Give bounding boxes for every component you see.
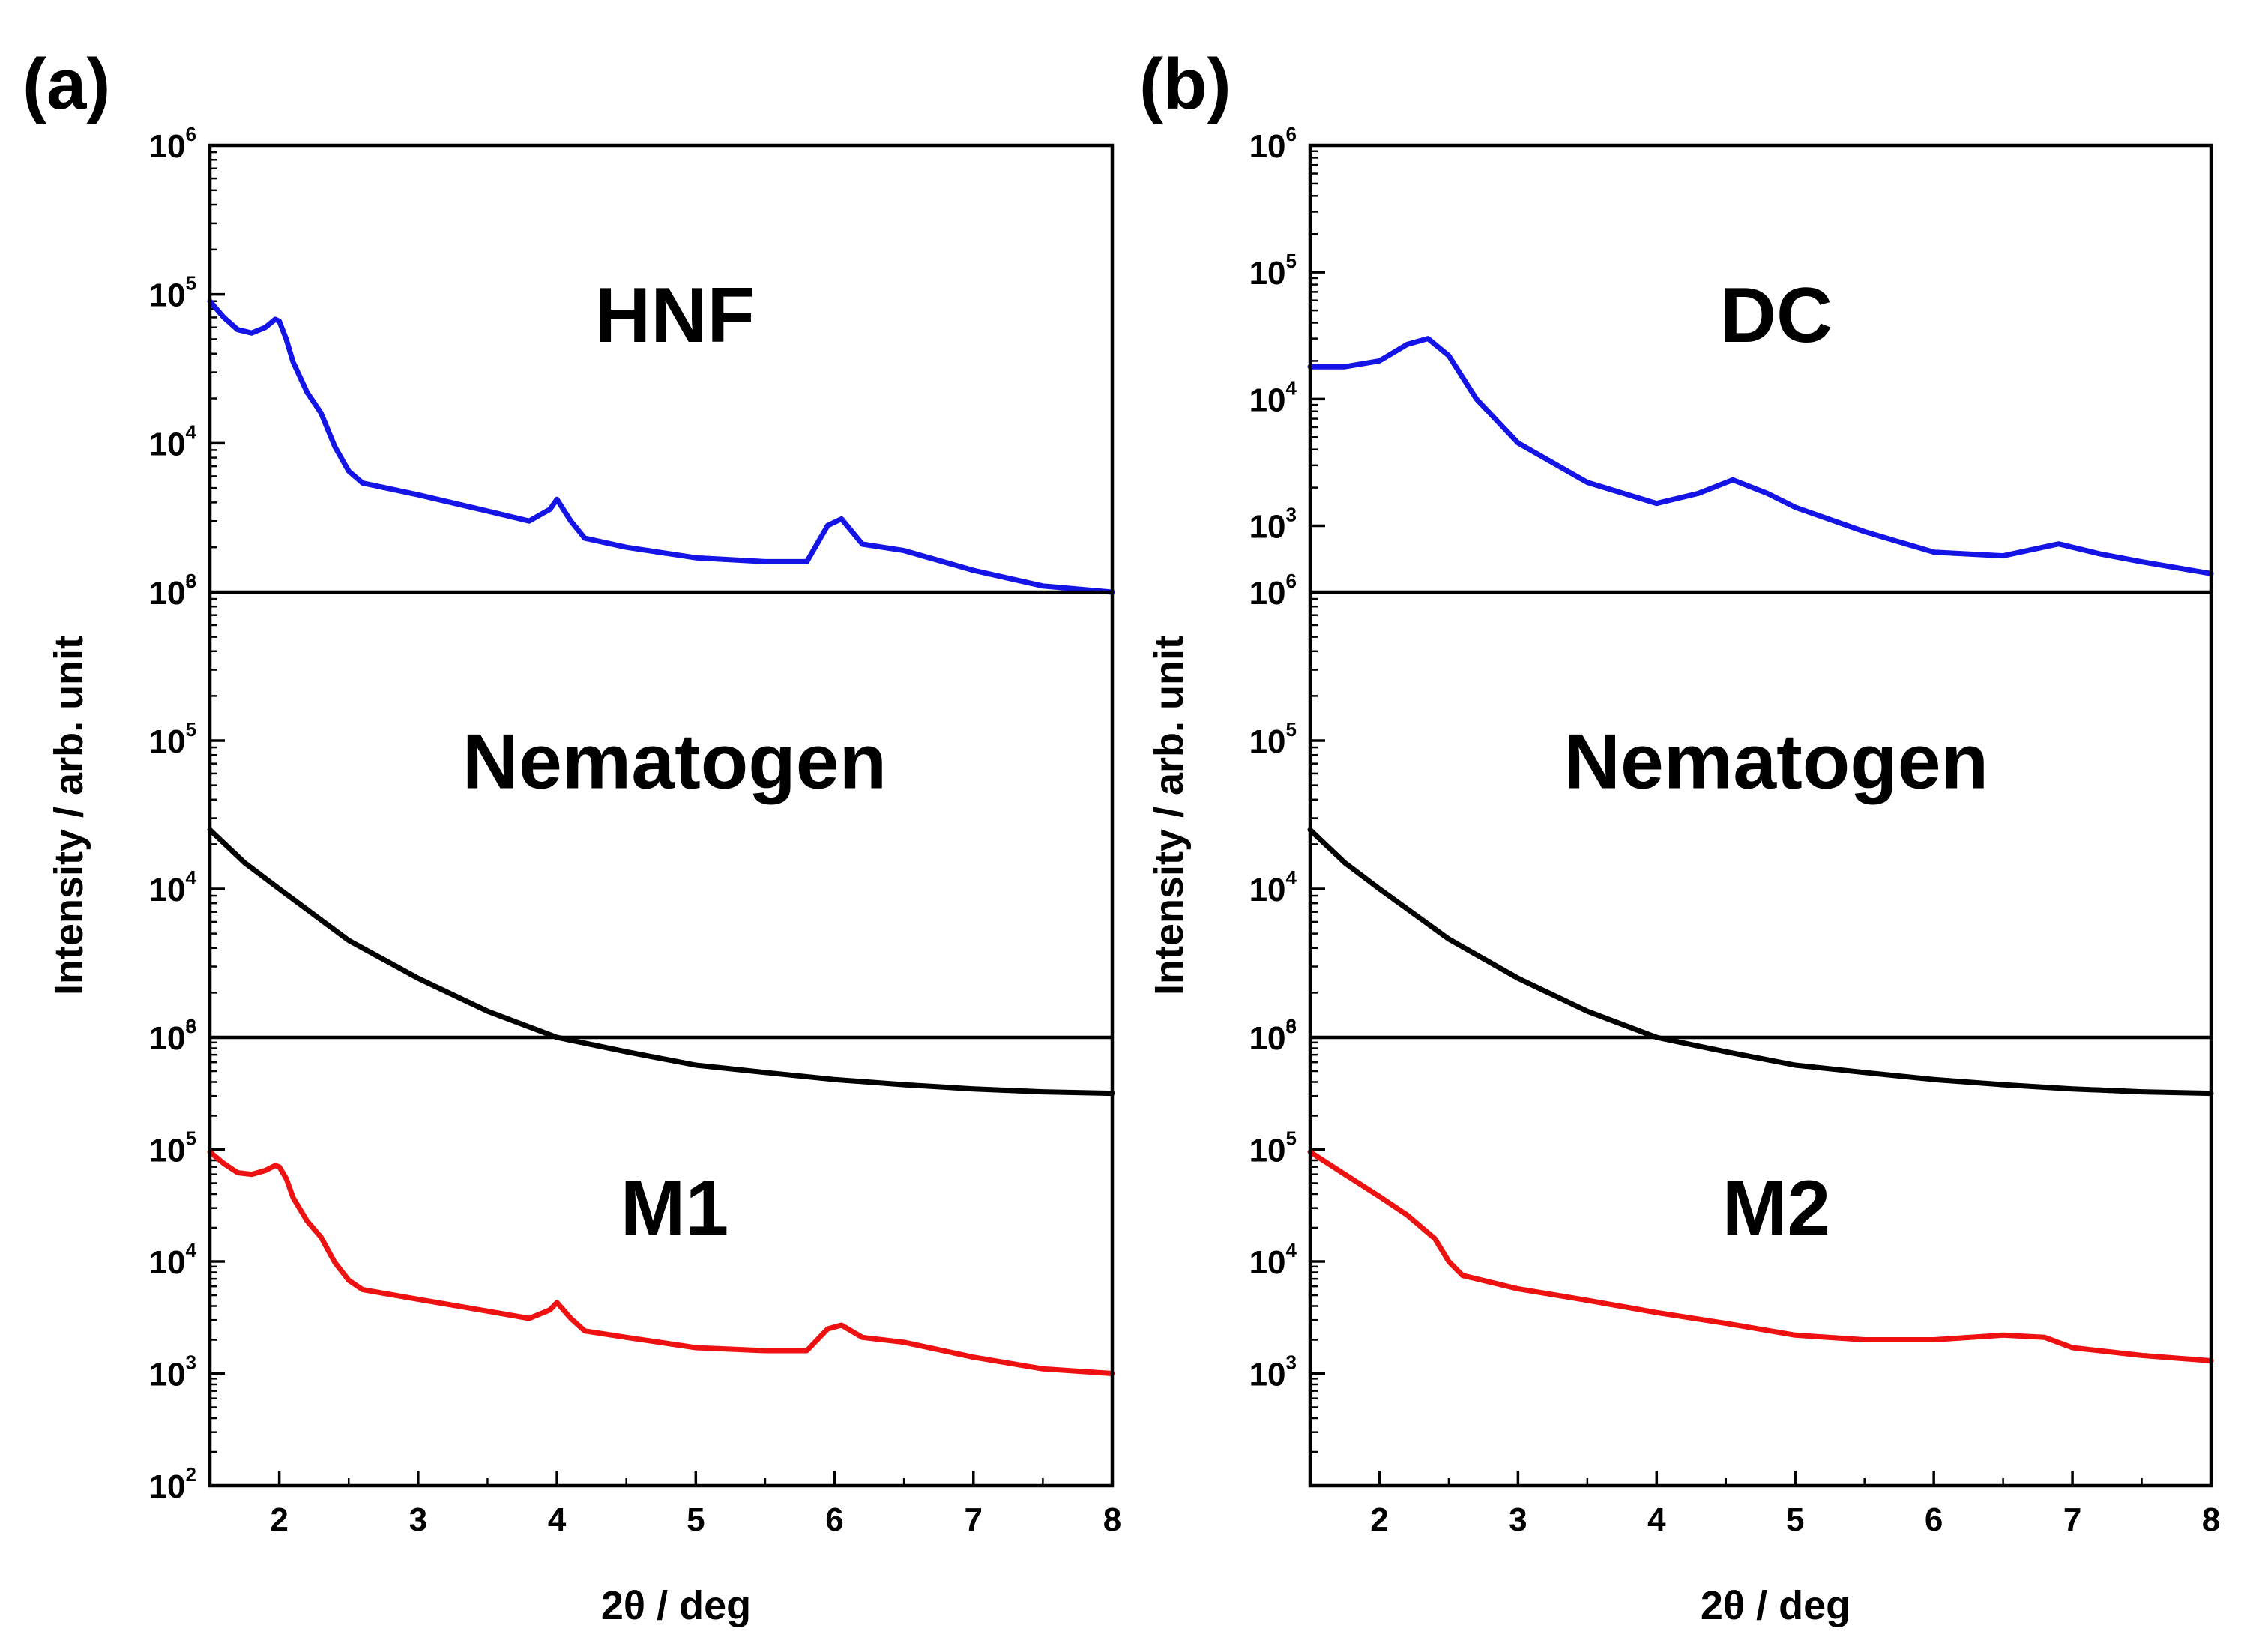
panel-label: (b) (1139, 44, 1231, 124)
sample-label: M1 (621, 1165, 729, 1252)
y-tick-label: 105 (1249, 718, 1297, 760)
x-tick-label: 5 (687, 1501, 705, 1538)
y-tick-label: 105 (149, 1127, 196, 1169)
axes-frame (208, 143, 1115, 1488)
x-tick-label: 6 (1925, 1501, 1943, 1538)
y-axis-label: Intensity / arb. unit (46, 636, 91, 995)
y-tick-label: 106 (149, 570, 196, 612)
y-tick-label: 105 (1249, 250, 1297, 292)
y-tick-label: 105 (149, 718, 196, 760)
x-tick-label: 4 (1647, 1501, 1666, 1538)
sample-label: Nematogen (1564, 718, 1988, 805)
series-line-dc (1307, 336, 2214, 576)
y-tick-label: 106 (149, 1015, 196, 1057)
y-tick-label: 106 (1249, 123, 1297, 165)
y-tick-label: 106 (1249, 570, 1297, 612)
y-tick-label: 104 (149, 420, 197, 462)
sample-label: HNF (594, 272, 755, 359)
subplot-dc: 106 105 104 103 DC (1249, 123, 2214, 576)
y-tick-label: 104 (149, 866, 197, 908)
y-tick-label: 106 (1249, 1015, 1297, 1057)
y-tick-label: 105 (149, 272, 196, 314)
axes-frame (1308, 143, 2213, 1488)
y-tick-label: 103 (1249, 1351, 1297, 1393)
x-tick-label: 6 (825, 1501, 843, 1538)
series-line-hnf (207, 298, 1115, 595)
sample-label: DC (1720, 272, 1833, 359)
x-tick-label: 7 (2063, 1501, 2081, 1538)
series-line-m2 (1307, 1149, 2214, 1363)
x-axis-label: 2θ / deg (1701, 1583, 1851, 1628)
y-tick-label: 102 (149, 1463, 196, 1505)
sample-label: M2 (1722, 1165, 1830, 1252)
y-tick-label: 104 (1249, 376, 1297, 418)
x-tick-label: 8 (2202, 1501, 2220, 1538)
series-line-nematogen (207, 827, 1115, 1097)
y-tick-label: 105 (1249, 1127, 1297, 1169)
y-axis-label: Intensity / arb. unit (1147, 636, 1192, 995)
x-axis-label: 2θ / deg (601, 1583, 751, 1628)
x-tick-label: 2 (1370, 1501, 1388, 1538)
x-tick-label: 8 (1103, 1501, 1121, 1538)
subplot-m2: 106 105 104 103 M2 (1249, 1015, 2214, 1487)
y-tick-label: 104 (1249, 866, 1297, 908)
y-tick-label: 103 (1249, 504, 1297, 546)
x-tick-label: 3 (1509, 1501, 1527, 1538)
x-tick-label: 7 (965, 1501, 983, 1538)
series-line-m1 (207, 1149, 1115, 1376)
y-tick-label: 103 (149, 1351, 196, 1393)
subplot-m1: 106 105 104 103 102 M1 (149, 1015, 1115, 1505)
x-tick-label: 4 (548, 1501, 567, 1538)
y-tick-label: 106 (149, 123, 196, 165)
x-tick-label: 3 (409, 1501, 427, 1538)
y-tick-label: 104 (149, 1239, 197, 1281)
series-line-nematogen (1307, 827, 2214, 1097)
panel-label: (a) (22, 44, 110, 124)
x-tick-label: 5 (1786, 1501, 1804, 1538)
x-tick-label: 2 (270, 1501, 288, 1538)
y-tick-label: 104 (1249, 1239, 1297, 1281)
sample-label: Nematogen (462, 718, 887, 805)
